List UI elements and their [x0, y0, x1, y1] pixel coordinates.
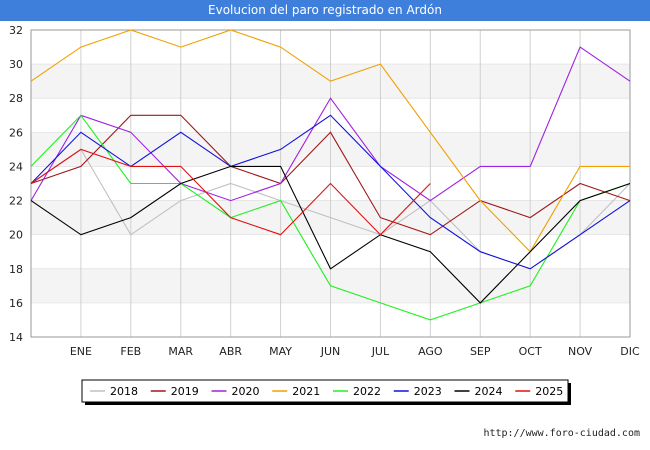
legend-label-2024: 2024 — [475, 385, 503, 398]
y-tick-label: 20 — [9, 229, 23, 242]
x-tick-label: FEB — [120, 345, 141, 358]
y-tick-label: 24 — [9, 160, 23, 173]
series-line-2022 — [30, 114, 631, 321]
legend-label-2021: 2021 — [292, 385, 320, 398]
x-tick-label: NOV — [568, 345, 593, 358]
y-tick-label: 18 — [9, 263, 23, 276]
series-line-2020 — [30, 46, 631, 202]
y-tick-label: 22 — [9, 195, 23, 208]
legend-label-2019: 2019 — [171, 385, 199, 398]
footer-url[interactable]: http://www.foro-ciudad.com — [483, 428, 640, 439]
y-tick-label: 26 — [9, 126, 23, 139]
series-line-2024 — [30, 165, 631, 304]
x-tick-label: OCT — [519, 345, 542, 358]
y-tick-label: 16 — [9, 297, 23, 310]
y-tick-label: 32 — [9, 24, 23, 37]
y-tick-label: 30 — [9, 58, 23, 71]
x-tick-label: DIC — [620, 345, 640, 358]
legend-label-2023: 2023 — [414, 385, 442, 398]
legend-label-2022: 2022 — [353, 385, 381, 398]
legend-label-2025: 2025 — [535, 385, 563, 398]
x-tick-label: ENE — [70, 345, 92, 358]
x-tick-label: ABR — [219, 345, 242, 358]
x-tick-label: JUL — [371, 345, 390, 358]
y-tick-label: 28 — [9, 92, 23, 105]
chart-title: Evolucion del paro registrado en Ardón — [0, 0, 650, 21]
x-tick-label: AGO — [418, 345, 443, 358]
x-tick-label: MAY — [269, 345, 292, 358]
x-tick-label: JUN — [320, 345, 341, 358]
x-tick-label: MAR — [168, 345, 193, 358]
series-line-2025 — [30, 148, 431, 236]
legend-label-2020: 2020 — [232, 385, 260, 398]
x-tick-label: SEP — [470, 345, 491, 358]
legend-box — [81, 379, 569, 403]
series-line-2019 — [30, 114, 631, 236]
y-tick-label: 14 — [9, 331, 23, 344]
legend-label-2018: 2018 — [110, 385, 138, 398]
